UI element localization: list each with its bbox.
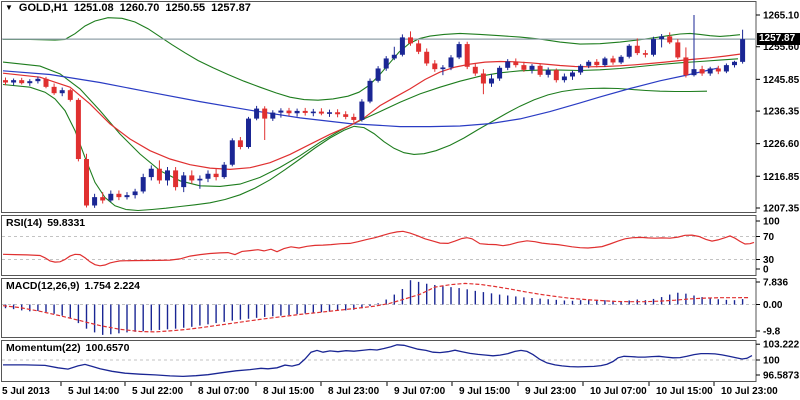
chart-header: ▼ GOLD,H1 1251.08 1260.70 1250.55 1257.8… bbox=[5, 2, 251, 14]
svg-text:70: 70 bbox=[763, 232, 775, 243]
svg-text:9 Jul 15:00: 9 Jul 15:00 bbox=[459, 386, 511, 397]
svg-text:0.00: 0.00 bbox=[763, 300, 783, 311]
svg-text:1265.10: 1265.10 bbox=[763, 10, 800, 21]
svg-text:100: 100 bbox=[763, 217, 780, 228]
svg-text:9 Jul 23:00: 9 Jul 23:00 bbox=[525, 386, 577, 397]
macd-indicator-title: MACD(12,26,9) 1.754 2.224 bbox=[6, 280, 140, 292]
high-value: 1260.70 bbox=[119, 2, 160, 14]
svg-text:1226.60: 1226.60 bbox=[763, 139, 800, 150]
svg-text:8 Jul 23:00: 8 Jul 23:00 bbox=[328, 386, 380, 397]
rsi-value: 59.8331 bbox=[47, 217, 86, 229]
svg-text:100: 100 bbox=[763, 356, 780, 367]
open-value: 1251.08 bbox=[73, 2, 114, 14]
svg-text:1216.85: 1216.85 bbox=[763, 172, 800, 183]
svg-text:30: 30 bbox=[763, 255, 775, 266]
svg-text:10 Jul 15:00: 10 Jul 15:00 bbox=[656, 386, 713, 397]
svg-text:0: 0 bbox=[763, 265, 769, 276]
close-value: 1257.87 bbox=[211, 2, 251, 14]
svg-text:1255.60: 1255.60 bbox=[763, 42, 800, 53]
svg-text:10 Jul 23:00: 10 Jul 23:00 bbox=[721, 386, 778, 397]
svg-text:5 Jul 2013: 5 Jul 2013 bbox=[2, 386, 50, 397]
macd-value: 1.754 2.224 bbox=[84, 280, 140, 292]
svg-text:1236.35: 1236.35 bbox=[763, 107, 800, 118]
momentum-indicator-title: Momentum(22) 100.6570 bbox=[6, 342, 129, 354]
svg-text:5 Jul 22:00: 5 Jul 22:00 bbox=[132, 386, 184, 397]
current-price-tag: 1257.87 bbox=[757, 33, 800, 45]
main-chart-panel[interactable] bbox=[1, 1, 756, 213]
macd-name: MACD(12,26,9) bbox=[6, 280, 80, 292]
symbol-label: GOLD,H1 bbox=[18, 2, 68, 14]
svg-text:1245.85: 1245.85 bbox=[763, 75, 800, 86]
rsi-panel[interactable] bbox=[1, 215, 756, 276]
rsi-name: RSI(14) bbox=[6, 217, 43, 229]
rsi-indicator-title: RSI(14) 59.8331 bbox=[6, 217, 85, 229]
svg-text:8 Jul 15:00: 8 Jul 15:00 bbox=[263, 386, 315, 397]
svg-text:10 Jul 07:00: 10 Jul 07:00 bbox=[590, 386, 647, 397]
svg-text:5 Jul 14:00: 5 Jul 14:00 bbox=[68, 386, 120, 397]
momentum-name: Momentum(22) bbox=[6, 342, 81, 354]
svg-text:1207.35: 1207.35 bbox=[763, 204, 800, 215]
svg-text:96.5873: 96.5873 bbox=[763, 371, 800, 382]
momentum-value: 100.6570 bbox=[85, 342, 130, 354]
low-value: 1250.55 bbox=[165, 2, 206, 14]
svg-text:-9.8: -9.8 bbox=[763, 327, 781, 338]
svg-text:9 Jul 07:00: 9 Jul 07:00 bbox=[394, 386, 446, 397]
svg-text:7.836: 7.836 bbox=[763, 278, 788, 289]
svg-text:103.222: 103.222 bbox=[763, 340, 800, 351]
symbol-dropdown-icon[interactable]: ▼ bbox=[5, 3, 13, 12]
svg-text:8 Jul 07:00: 8 Jul 07:00 bbox=[198, 386, 250, 397]
